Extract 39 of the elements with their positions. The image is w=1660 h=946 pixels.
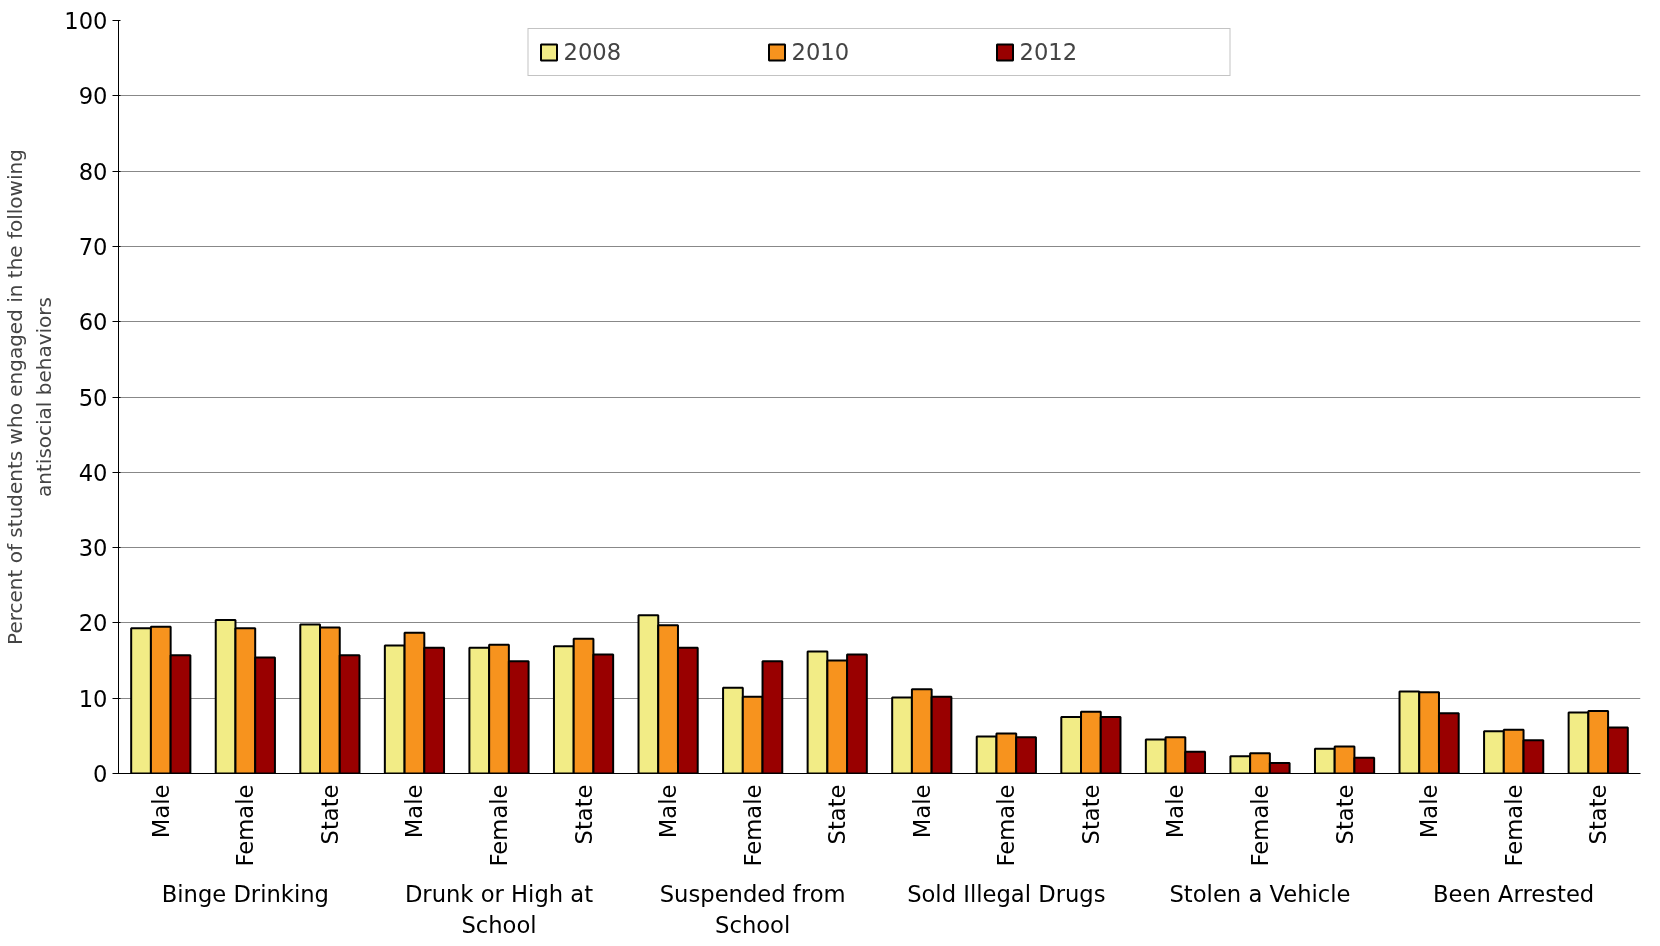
y-tick-label: 70 [78, 233, 108, 260]
y-tick-label: 30 [78, 535, 108, 562]
x-tick-label: Female [1247, 784, 1273, 867]
x-tick-label: State [1331, 784, 1358, 845]
y-tick-label: 90 [78, 83, 108, 110]
legend-label: 2008 [563, 39, 623, 65]
x-tick-label: Female [486, 784, 512, 867]
text: Drunk or High at School [404, 880, 594, 938]
text: Stolen a Vehicle [1169, 880, 1351, 907]
x-tick-label: State [1077, 784, 1104, 845]
y-tick-label: 0 [93, 761, 108, 787]
text: Been Arrested [1433, 880, 1595, 907]
y-tick-label: 50 [78, 384, 108, 411]
y-tick-label: 10 [78, 685, 108, 712]
x-tick-label: Male [908, 784, 935, 839]
x-tick-label: State [316, 784, 343, 845]
x-tick-label: Male [147, 784, 174, 839]
x-tick-label: Female [232, 784, 259, 867]
y-tick-label: 100 [64, 8, 108, 34]
x-tick-label: State [570, 784, 597, 845]
text: Sold Illegal Drugs [907, 880, 1106, 907]
x-tick-label: State [824, 784, 851, 845]
text: Suspended from School [659, 880, 846, 938]
x-tick-label: Female [993, 784, 1020, 867]
y-tick-label: 60 [78, 309, 108, 336]
x-tick-label: Male [1162, 784, 1189, 839]
x-tick-label: Male [1416, 784, 1443, 839]
text: Binge Drinking [161, 880, 329, 907]
x-tick-label: Female [1500, 784, 1527, 867]
x-tick-label: Male [401, 784, 428, 839]
x-tick-label: Female [739, 784, 766, 867]
y-tick-label: 20 [78, 610, 108, 637]
x-tick-label: State [1585, 784, 1612, 845]
y-tick-label: 40 [78, 459, 108, 486]
x-tick-label: Male [655, 784, 682, 839]
y-axis-title: Percent of students who engaged in the following antisocial behaviors [3, 149, 57, 645]
legend-label: 2010 [791, 39, 851, 65]
y-tick-label: 80 [78, 158, 108, 185]
legend-label: 2012 [1019, 39, 1079, 65]
